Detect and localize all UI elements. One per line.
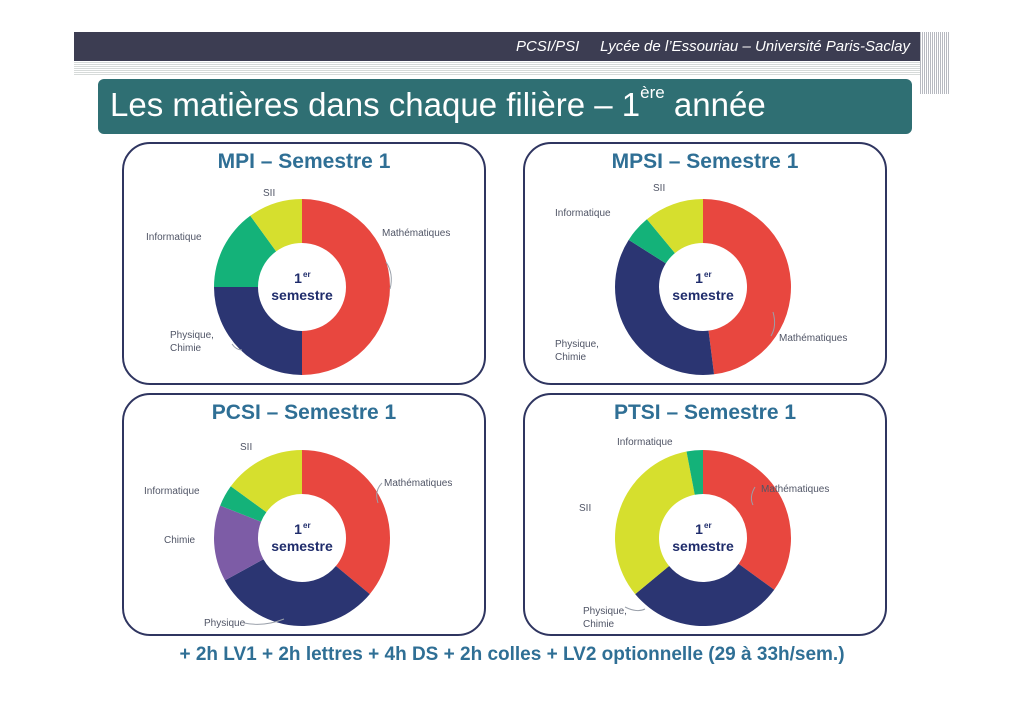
slice-informatique bbox=[686, 450, 703, 495]
chart-panel-pcsi: PCSI – Semestre 1 Mathématiques Physique… bbox=[122, 393, 486, 636]
slice-label-sii: SII bbox=[579, 503, 591, 514]
slice-sii bbox=[646, 199, 703, 254]
center-label-number: 1 bbox=[294, 270, 302, 286]
page-title-end: année bbox=[664, 86, 766, 123]
center-label-sup: er bbox=[704, 270, 712, 279]
slice-label-physique-chimie-line1: Physique, bbox=[170, 330, 214, 341]
center-label-word: semestre bbox=[271, 538, 333, 554]
slice-label-informatique: Informatique bbox=[146, 232, 202, 243]
slice-physique-chimie bbox=[214, 287, 302, 375]
donut-center: 1 er semestre bbox=[672, 270, 734, 303]
slice-label-informatique: Informatique bbox=[555, 208, 611, 219]
slice-mathématiques bbox=[703, 199, 792, 375]
slice-label-physique-chimie-line2: Chimie bbox=[170, 343, 202, 354]
slice-mathématiques bbox=[302, 450, 390, 595]
center-label-number: 1 bbox=[294, 521, 302, 537]
slice-mathématiques bbox=[302, 199, 390, 375]
chart-panel-ptsi: PTSI – Semestre 1 Mathématiques Physique… bbox=[523, 393, 887, 636]
donut-chart-mpsi: Mathématiques Physique, Chimie Informati… bbox=[555, 183, 847, 375]
center-label-sup: er bbox=[303, 270, 311, 279]
slice-label-sii: SII bbox=[653, 183, 665, 194]
leader-lines bbox=[243, 482, 383, 625]
slice-label-physique-chimie-line2: Chimie bbox=[583, 619, 615, 630]
slice-label-chimie: Chimie bbox=[164, 535, 196, 546]
page-title-main: Les matières dans chaque filière – 1 bbox=[110, 86, 641, 123]
slice-label-informatique: Informatique bbox=[617, 437, 673, 448]
center-label-sup: er bbox=[303, 521, 311, 530]
chart-title: MPSI – Semestre 1 bbox=[611, 150, 799, 173]
leader-lines bbox=[231, 261, 392, 351]
page-title: Les matières dans chaque filière – 1ère … bbox=[110, 83, 766, 124]
slice-informatique bbox=[628, 219, 675, 264]
chart-title: MPI – Semestre 1 bbox=[217, 150, 391, 173]
slice-label-mathematiques: Mathématiques bbox=[779, 333, 847, 344]
slice-sii bbox=[230, 450, 302, 513]
page-title-sup: ère bbox=[640, 83, 665, 102]
slice-label-informatique: Informatique bbox=[144, 486, 200, 497]
center-label-word: semestre bbox=[271, 287, 333, 303]
slice-physique-chimie bbox=[615, 239, 715, 375]
chart-panel-mpsi: MPSI – Semestre 1 Mathématiques Physique… bbox=[523, 142, 887, 385]
corner-pattern bbox=[920, 32, 950, 94]
center-label-word: semestre bbox=[672, 538, 734, 554]
chart-panel-mpi: MPI – Semestre 1 Mathématiques Physique,… bbox=[122, 142, 486, 385]
center-label-number: 1 bbox=[695, 270, 703, 286]
leader-lines bbox=[770, 311, 776, 337]
slice-chimie bbox=[214, 505, 264, 581]
chart-title: PCSI – Semestre 1 bbox=[211, 401, 397, 424]
center-label-number: 1 bbox=[695, 521, 703, 537]
center-label-sup: er bbox=[704, 521, 712, 530]
slice-physique-chimie bbox=[635, 563, 775, 626]
chart-title: PTSI – Semestre 1 bbox=[613, 401, 797, 424]
slice-informatique bbox=[220, 486, 267, 522]
slice-informatique bbox=[214, 215, 277, 287]
donut-chart-ptsi: Mathématiques Physique, Chimie SII Infor… bbox=[579, 437, 829, 630]
slice-label-sii: SII bbox=[263, 188, 275, 199]
header-stripe bbox=[74, 61, 920, 75]
slice-label-sii: SII bbox=[240, 442, 252, 453]
donut-center: 1 er semestre bbox=[271, 270, 333, 303]
donut-chart-pcsi: Mathématiques Physique Chimie Informatiq… bbox=[144, 442, 452, 629]
slice-sii bbox=[615, 451, 695, 595]
slice-sii bbox=[250, 199, 302, 252]
header-text: PCSI/PSI Lycée de l’Essouriau – Universi… bbox=[515, 38, 910, 55]
title-bar: Les matières dans chaque filière – 1ère … bbox=[98, 79, 912, 134]
slice-label-mathematiques: Mathématiques bbox=[382, 228, 450, 239]
slice-label-physique: Physique bbox=[204, 618, 246, 629]
slice-label-physique-chimie-line1: Physique, bbox=[583, 606, 627, 617]
slice-label-physique-chimie-line2: Chimie bbox=[555, 352, 587, 363]
slice-label-physique-chimie-line1: Physique, bbox=[555, 339, 599, 350]
leader-lines bbox=[624, 486, 756, 612]
slice-label-mathematiques: Mathématiques bbox=[384, 478, 452, 489]
donut-center: 1 er semestre bbox=[271, 521, 333, 554]
footer-note: + 2h LV1 + 2h lettres + 4h DS + 2h colle… bbox=[179, 644, 845, 665]
donut-chart-mpi: Mathématiques Physique, Chimie Informati… bbox=[146, 188, 450, 375]
slice-physique bbox=[224, 559, 370, 626]
slice-mathématiques bbox=[703, 450, 791, 590]
donut-center: 1 er semestre bbox=[672, 521, 734, 554]
header-bar: PCSI/PSI Lycée de l’Essouriau – Universi… bbox=[74, 32, 920, 61]
center-label-word: semestre bbox=[672, 287, 734, 303]
slice-label-mathematiques: Mathématiques bbox=[761, 484, 829, 495]
